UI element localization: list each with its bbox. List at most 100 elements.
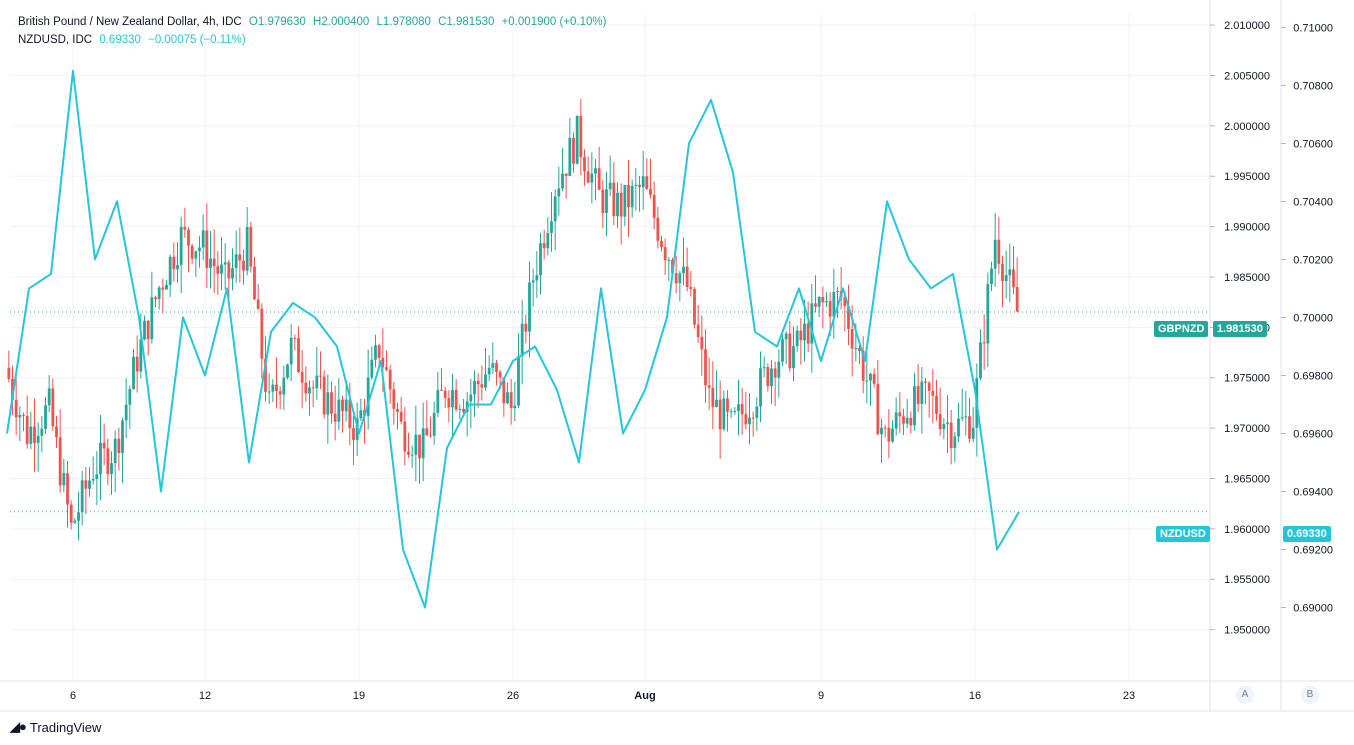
- x-tick-label: 26: [507, 690, 519, 702]
- auto-scale-button-right[interactable]: B: [1301, 686, 1319, 704]
- candle-body: [531, 280, 535, 283]
- candle-body: [718, 399, 722, 430]
- gbpnzd-legend: British Pound / New Zealand Dollar, 4h, …: [18, 16, 610, 28]
- candle-body: [165, 284, 168, 290]
- candle-body: [634, 184, 638, 186]
- candle-body: [124, 404, 128, 421]
- candle-body: [418, 434, 421, 459]
- candle-body: [62, 473, 66, 486]
- candle-body: [788, 333, 792, 369]
- candle-body: [795, 330, 799, 347]
- candle-body: [80, 480, 84, 513]
- candle-body: [674, 273, 678, 284]
- gbpnzd-y-tick-label: 1.970000: [1224, 423, 1270, 435]
- gbpnzd-y-tick-label: 1.955000: [1224, 574, 1270, 586]
- candle-body: [311, 387, 315, 389]
- candle-body: [832, 292, 836, 317]
- candle-body: [429, 435, 432, 437]
- candle-body: [319, 375, 322, 377]
- candle-body: [209, 258, 212, 268]
- candle-body: [561, 173, 564, 189]
- candle-body: [931, 390, 935, 396]
- candle-body: [803, 323, 806, 341]
- candle-body: [220, 264, 223, 274]
- candle-body: [777, 361, 781, 378]
- candle-body: [117, 438, 121, 454]
- tradingview-logo[interactable]: ◢● TradingView: [10, 719, 101, 735]
- candle-body: [1015, 287, 1019, 312]
- candle-body: [491, 363, 495, 368]
- candle-body: [744, 414, 748, 425]
- candle-body: [667, 259, 671, 261]
- candle-body: [630, 185, 634, 208]
- candle-body: [652, 194, 656, 218]
- candle-body: [198, 247, 201, 252]
- candle-body: [850, 329, 854, 349]
- candle-body: [135, 356, 139, 372]
- candle-body: [425, 428, 429, 436]
- candle-body: [300, 372, 304, 383]
- candle-body: [751, 417, 755, 419]
- candle-body: [256, 299, 260, 309]
- nzdusd-y-tick-label: 0.69600: [1293, 428, 1333, 440]
- candle-body: [443, 390, 447, 399]
- candle-body: [601, 189, 605, 213]
- candle-body: [88, 480, 91, 489]
- candle-body: [817, 296, 821, 307]
- candle-body: [916, 386, 920, 404]
- candle-body: [44, 405, 47, 429]
- candle-body: [883, 427, 887, 429]
- auto-scale-button-left[interactable]: A: [1236, 686, 1254, 704]
- candle-body: [968, 416, 971, 439]
- candle-body: [359, 410, 363, 419]
- gbpnzd-y-tick-label: 1.965000: [1224, 473, 1270, 485]
- x-tick-label: 6: [70, 690, 76, 702]
- candle-body: [799, 330, 803, 341]
- candle-body: [366, 377, 370, 416]
- candle-body: [608, 182, 612, 190]
- candle-body: [825, 301, 828, 303]
- candle-body: [971, 427, 975, 439]
- candle-body: [949, 422, 953, 448]
- candle-body: [348, 399, 352, 429]
- candle-body: [828, 301, 832, 317]
- candle-body: [623, 184, 627, 217]
- candle-body: [542, 243, 546, 249]
- candle-body: [154, 297, 157, 300]
- candle-body: [597, 168, 601, 190]
- candle-body: [594, 168, 597, 174]
- candle-body: [535, 275, 539, 281]
- nzdusd-y-tick-label: 0.69200: [1293, 544, 1333, 556]
- nzdusd-legend-name: NZDUSD, IDC: [18, 34, 93, 46]
- candle-body: [106, 448, 110, 475]
- candle-body: [234, 254, 238, 269]
- candle-body: [282, 377, 286, 395]
- candle-body: [612, 182, 616, 217]
- candle-body: [946, 422, 949, 425]
- gbpnzd-y-tick-label: 1.950000: [1224, 625, 1270, 637]
- candle-body: [476, 380, 480, 385]
- candle-body: [898, 412, 902, 417]
- candle-body: [139, 339, 143, 372]
- gbpnzd-y-tick-label: 2.010000: [1224, 20, 1270, 32]
- candle-body: [407, 451, 410, 455]
- gbpnzd-legend-close: C1.981530: [438, 16, 495, 28]
- nzdusd-y-tick-label: 0.70600: [1293, 138, 1333, 150]
- candle-body: [722, 398, 726, 430]
- candle-body: [161, 287, 165, 290]
- candle-body: [909, 417, 913, 426]
- candle-body: [517, 356, 520, 406]
- candle-body: [69, 504, 73, 523]
- candle-body: [872, 373, 876, 384]
- candle-body: [11, 378, 14, 400]
- candle-body: [869, 373, 872, 381]
- candle-body: [495, 363, 498, 372]
- candle-body: [711, 387, 715, 408]
- candle-body: [458, 408, 462, 410]
- candle-body: [806, 323, 810, 344]
- candle-body: [616, 192, 619, 217]
- candle-body: [271, 384, 275, 392]
- candle-body: [341, 399, 344, 412]
- candle-body: [469, 394, 473, 402]
